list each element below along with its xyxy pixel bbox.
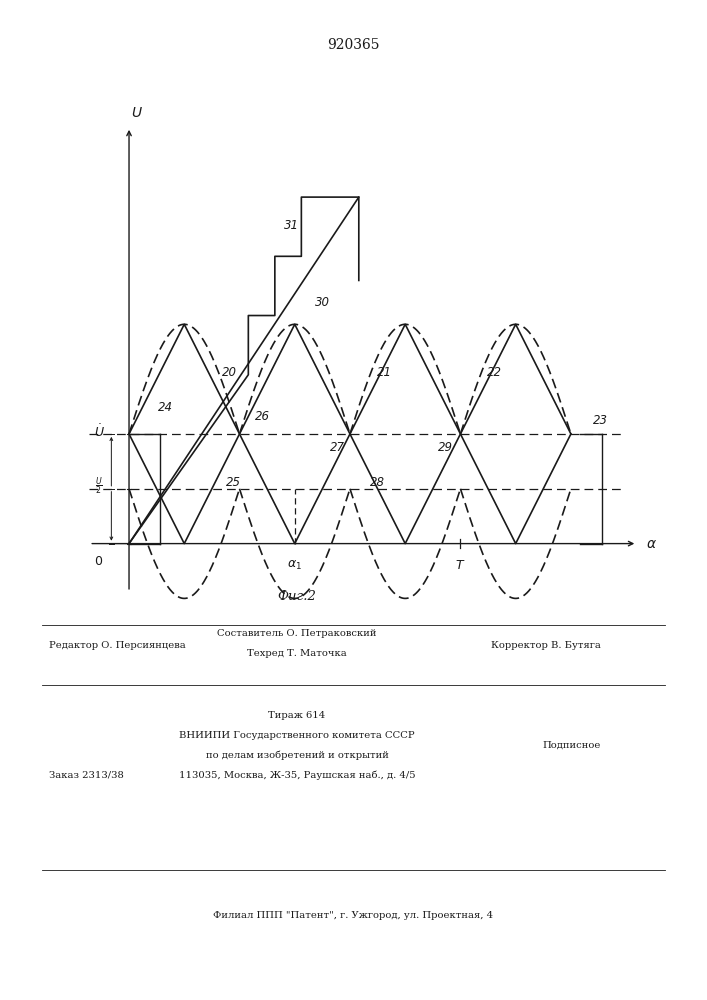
Text: $\alpha_1$: $\alpha_1$ (287, 559, 302, 572)
Text: ВНИИПИ Государственного комитета СССР: ВНИИПИ Государственного комитета СССР (179, 730, 415, 740)
Text: Заказ 2313/38: Заказ 2313/38 (49, 770, 124, 780)
Text: 21: 21 (377, 366, 392, 379)
Text: 26: 26 (255, 410, 270, 423)
Text: 27: 27 (330, 441, 345, 454)
Text: 920365: 920365 (327, 38, 380, 52)
Text: 29: 29 (438, 441, 453, 454)
Text: Составитель О. Петраковский: Составитель О. Петраковский (217, 629, 377, 638)
Text: $\frac{U}{2}$: $\frac{U}{2}$ (95, 476, 103, 497)
Text: Техред Т. Маточка: Техред Т. Маточка (247, 650, 347, 658)
Text: $U$: $U$ (132, 106, 143, 120)
Text: 22: 22 (487, 366, 502, 379)
Text: 0: 0 (94, 555, 102, 568)
Text: 30: 30 (315, 296, 329, 309)
Text: $T$: $T$ (455, 559, 466, 572)
Text: Подписное: Подписное (542, 740, 601, 750)
Text: 113035, Москва, Ж-35, Раушская наб., д. 4/5: 113035, Москва, Ж-35, Раушская наб., д. … (179, 770, 415, 780)
Text: Филиал ППП "Патент", г. Ужгород, ул. Проектная, 4: Филиал ППП "Патент", г. Ужгород, ул. Про… (214, 910, 493, 920)
Text: $\alpha$: $\alpha$ (646, 537, 657, 551)
Text: 25: 25 (226, 476, 241, 489)
Text: Фиг.2: Фиг.2 (278, 590, 316, 603)
Text: 31: 31 (284, 219, 298, 232)
Text: 20: 20 (222, 366, 237, 379)
Text: Тираж 614: Тираж 614 (269, 710, 325, 720)
Text: 23: 23 (593, 414, 608, 427)
Text: Редактор О. Персиянцева: Редактор О. Персиянцева (49, 641, 186, 650)
Text: $\dot{U}$: $\dot{U}$ (94, 423, 105, 440)
Text: 24: 24 (158, 401, 173, 414)
Text: 28: 28 (370, 476, 385, 489)
Text: Корректор В. Бутяга: Корректор В. Бутяга (491, 641, 601, 650)
Text: по делам изобретений и открытий: по делам изобретений и открытий (206, 750, 388, 760)
